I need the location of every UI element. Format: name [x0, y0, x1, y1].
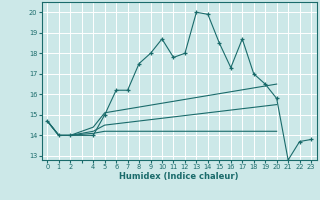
X-axis label: Humidex (Indice chaleur): Humidex (Indice chaleur) [119, 172, 239, 181]
